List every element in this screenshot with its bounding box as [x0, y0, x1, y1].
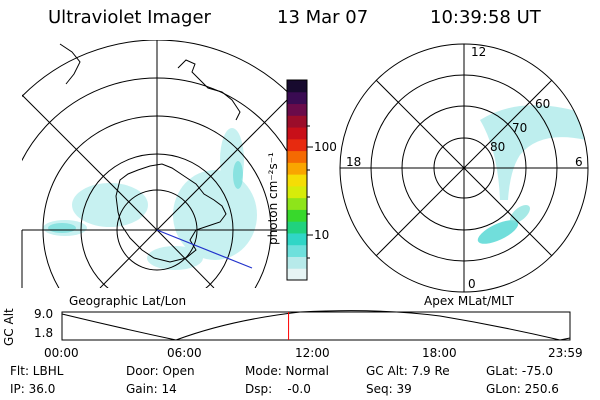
colorbar: [286, 79, 313, 281]
colorbar-cell: [287, 115, 307, 128]
timeline-xtick: 18:00: [422, 346, 457, 360]
info-door: Door: Open: [126, 364, 195, 378]
geographic-map: [22, 40, 292, 288]
longitude-grid: [22, 40, 292, 288]
info-mode: Mode: Normal: [245, 364, 329, 378]
date-label: 13 Mar 07: [277, 7, 369, 28]
timeline-ylabel: GC Alt: [2, 308, 16, 346]
colorbar-cell: [287, 162, 307, 175]
mlt-diagonal-2: [375, 79, 553, 257]
colorbar-cell: [287, 221, 307, 234]
info-glat: GLat: -75.0: [486, 364, 553, 378]
mlt-label-0: 0: [468, 277, 476, 291]
mlt-label-12: 12: [471, 45, 487, 59]
aurora-emission-left: [43, 128, 257, 270]
colorbar-cell: [287, 232, 307, 246]
colorbar-cell: [287, 256, 307, 269]
colorbar-tick-100: 100: [314, 140, 337, 154]
altitude-timeline: [61, 310, 571, 341]
coastlines: [59, 43, 241, 263]
polar-plot: [339, 43, 589, 293]
colorbar-cell: [287, 127, 307, 140]
right-panel-caption: Apex MLat/MLT: [424, 294, 514, 308]
time-label: 10:39:58 UT: [430, 7, 541, 28]
mlat-label-80: 80: [490, 140, 506, 154]
colorbar-cell: [287, 91, 307, 105]
colorbar-tick-10: 10: [314, 228, 330, 242]
info-ip: IP: 36.0: [10, 382, 56, 396]
aurora-emission-right: [477, 105, 586, 244]
colorbar-ticks: [307, 125, 313, 259]
timeline-ytick-bottom: 1.8: [34, 326, 54, 340]
left-panel-caption: Geographic Lat/Lon: [69, 294, 187, 308]
mlt-label-18: 18: [346, 155, 362, 169]
colorbar-cell: [287, 209, 307, 222]
mlt-label-6: 6: [575, 155, 583, 169]
timeline-ytick-top: 9.0: [34, 307, 54, 321]
info-gc-alt: GC Alt: 7.9 Re: [366, 364, 450, 378]
colorbar-cell: [287, 103, 307, 116]
timeline-xtick: 12:00: [295, 346, 330, 360]
colorbar-cell: [287, 185, 307, 199]
colorbar-unit-label: photon cm⁻²s⁻¹: [266, 152, 280, 245]
colorbar-cell: [287, 268, 307, 281]
colorbar-cell: [287, 80, 307, 93]
timeline-xtick: 00:00: [44, 346, 79, 360]
colorbar-cell: [287, 197, 307, 210]
colorbar-cell: [287, 174, 307, 187]
ground-track: [156, 229, 253, 269]
info-glon: GLon: 250.6: [486, 382, 559, 396]
info-seq: Seq: 39: [366, 382, 412, 396]
mlat-label-70: 70: [512, 121, 528, 135]
colorbar-cell: [287, 244, 307, 257]
colorbar-cell: [287, 138, 307, 152]
instrument-title: Ultraviolet Imager: [48, 7, 211, 28]
mlat-label-60: 60: [535, 97, 551, 111]
info-dsp: Dsp: -0.0: [245, 382, 311, 396]
timeline-xtick: 23:59: [548, 346, 583, 360]
colorbar-cell: [287, 150, 307, 163]
info-filter: Flt: LBHL: [10, 364, 64, 378]
timeline-xtick: 06:00: [167, 346, 202, 360]
info-gain: Gain: 14: [126, 382, 177, 396]
